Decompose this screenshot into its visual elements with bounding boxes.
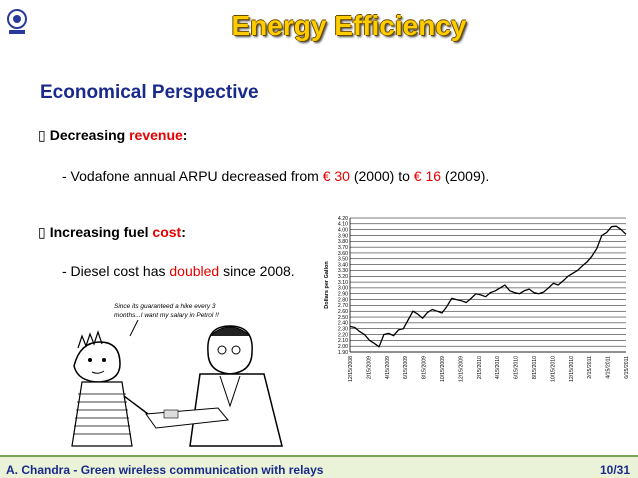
y-tick-label: 3.00 — [338, 286, 348, 292]
institute-logo-icon — [7, 9, 27, 34]
x-tick-label: 2/15/2009 — [366, 356, 372, 379]
slide-title: Energy Efficiency — [231, 10, 467, 41]
y-tick-label: 2.10 — [338, 338, 348, 344]
y-tick-label: 2.30 — [338, 326, 348, 332]
y-tick-label: 2.60 — [338, 309, 348, 315]
y-tick-label: 3.20 — [338, 274, 348, 280]
y-tick-label: 2.80 — [338, 297, 348, 303]
x-tick-label: 2/15/2011 — [587, 356, 593, 379]
arrow-bullet-icon: ▯ — [38, 127, 46, 143]
footer-author: A. Chandra — [6, 463, 71, 477]
cartoon-caption-line2: months...I want my salary in Petrol !! — [114, 312, 219, 319]
diesel-detail: - Diesel cost has doubled since 2008. — [62, 263, 295, 279]
x-tick-label: 12/15/2010 — [569, 356, 575, 382]
x-tick-label: 12/15/2009 — [458, 356, 464, 382]
y-tick-label: 2.50 — [338, 315, 348, 321]
cost-keyword: cost — [152, 224, 182, 240]
x-tick-label: 8/15/2009 — [422, 356, 428, 379]
y-tick-label: 4.20 — [338, 216, 348, 222]
slide-subtitle: Economical Perspective — [40, 82, 259, 103]
x-tick-label: 10/15/2009 — [440, 356, 446, 382]
x-tick-label: 6/15/2011 — [624, 356, 630, 379]
bullet-fuel-cost: ▯ Increasing fuel cost: — [38, 224, 186, 240]
y-axis-label: Dollars per Gallon — [324, 261, 330, 309]
doubled-keyword: doubled — [169, 263, 220, 279]
x-tick-label: 4/15/2011 — [606, 356, 612, 379]
y-tick-label: 3.50 — [338, 257, 348, 263]
y-tick-label: 4.00 — [338, 227, 348, 233]
x-tick-label: 6/15/2009 — [403, 356, 409, 379]
arrow-bullet-icon: ▯ — [38, 224, 46, 240]
footer-bar — [0, 455, 638, 478]
footer-author-title: A. Chandra - Green wireless communicatio… — [6, 463, 324, 477]
diesel-price-line — [349, 225, 627, 348]
y-tick-label: 2.20 — [338, 332, 348, 338]
x-tick-label: 2/15/2010 — [477, 356, 483, 379]
y-tick-label: 3.10 — [338, 280, 348, 286]
x-tick-label: 6/15/2010 — [514, 356, 520, 379]
x-tick-label: 8/15/2010 — [532, 356, 538, 379]
arpu-detail: - Vodafone annual ARPU decreased from € … — [62, 168, 490, 184]
y-tick-label: 4.10 — [338, 222, 348, 228]
y-tick-label: 2.70 — [338, 303, 348, 309]
y-tick-label: 3.80 — [338, 239, 348, 245]
x-tick-label: 12/15/2008 — [348, 356, 354, 382]
y-tick-label: 1.90 — [338, 350, 348, 356]
bullet-revenue: ▯ Decreasing revenue: — [38, 127, 188, 143]
page-number: 10/31 — [599, 463, 630, 477]
cartoon-caption-line1: Since its guaranteed a hike every 3 — [114, 303, 216, 310]
y-tick-label: 2.90 — [338, 292, 348, 298]
diesel-price-chart: 4.204.104.003.903.803.703.603.503.403.30… — [324, 216, 630, 382]
y-tick-label: 3.70 — [338, 245, 348, 251]
cartoon-illustration: Since its guaranteed a hike every 3 mont… — [71, 303, 283, 447]
y-tick-label: 3.30 — [338, 268, 348, 274]
revenue-keyword: revenue — [129, 127, 183, 143]
y-tick-label: 2.00 — [338, 344, 348, 350]
footer-talk-title: Green wireless communication with relays — [80, 463, 324, 477]
y-tick-label: 3.40 — [338, 262, 348, 268]
y-tick-label: 3.60 — [338, 251, 348, 257]
x-tick-label: 4/15/2009 — [385, 356, 391, 379]
x-tick-label: 4/15/2010 — [495, 356, 501, 379]
y-tick-label: 2.40 — [338, 321, 348, 327]
arpu-value-2009: € 16 — [413, 168, 442, 184]
y-tick-label: 3.90 — [338, 233, 348, 239]
x-tick-label: 10/15/2010 — [550, 356, 556, 382]
arpu-value-2000: € 30 — [322, 168, 350, 184]
